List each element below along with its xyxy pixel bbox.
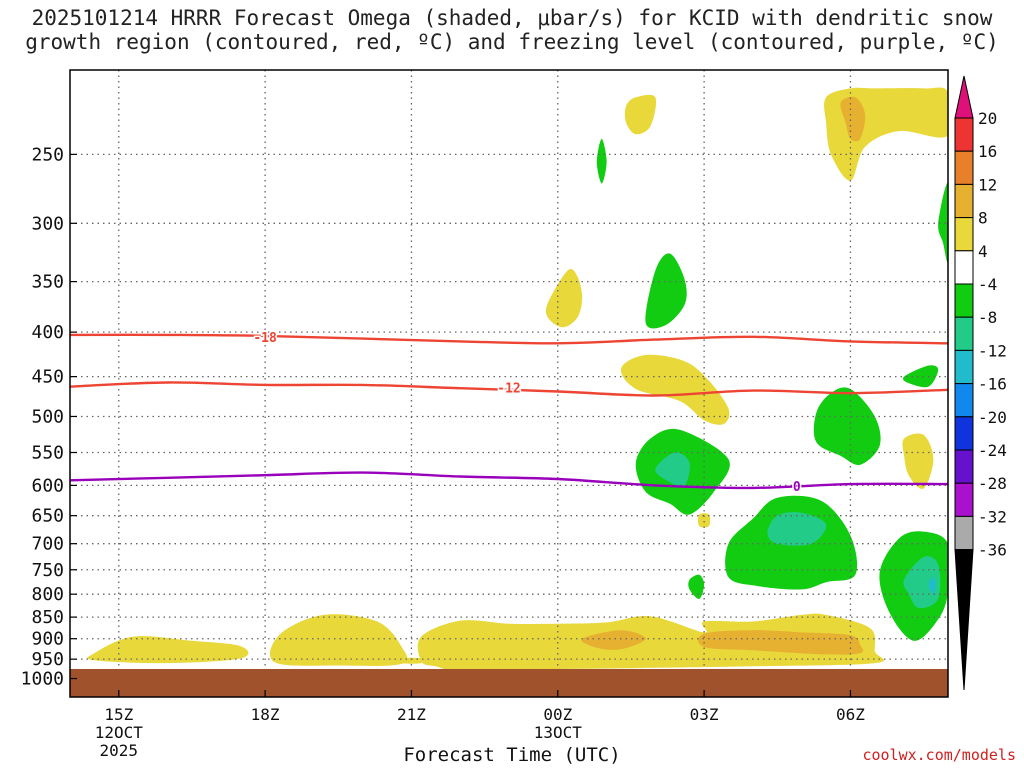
colorbar-bin (954, 383, 974, 418)
y-tick-label: 900 (31, 629, 64, 650)
colorbar-label: -12 (978, 341, 1007, 360)
omega-region (645, 253, 687, 329)
omega-region (767, 512, 827, 546)
colorbar-label: -28 (978, 474, 1007, 493)
plot-frame (69, 69, 949, 698)
colorbar-bin (954, 515, 974, 551)
omega-region (620, 354, 730, 425)
colorbar-label: -4 (978, 275, 997, 294)
omega-region (581, 630, 646, 650)
colorbar-label: -8 (978, 308, 997, 327)
y-tick-label: 550 (31, 443, 64, 464)
x-tick-label: 12OCT (95, 723, 144, 742)
x-tick-label: 00Z (543, 705, 572, 724)
y-tick-label: 600 (31, 475, 64, 496)
x-axis-label: Forecast Time (UTC) (403, 744, 621, 766)
isotherm-line (70, 333, 948, 345)
omega-region (545, 268, 583, 328)
colorbar-label: -36 (978, 541, 1007, 560)
x-tick-label: 03Z (690, 705, 719, 724)
omega-region (624, 94, 657, 135)
isotherm-labels: -18 -12 0 (252, 329, 803, 496)
colorbar-bin (954, 250, 974, 285)
isotherm-label: -18 (253, 331, 277, 346)
omega-region (902, 365, 939, 388)
x-tick-label: 18Z (251, 705, 280, 724)
colorbar-bin (954, 150, 974, 185)
omega-region (902, 433, 934, 489)
y-tick-label: 500 (31, 406, 64, 427)
isotherm-contours (70, 333, 948, 490)
colorbar-bin (954, 316, 974, 351)
x-tick-label: 06Z (836, 705, 865, 724)
isotherm-line (70, 471, 948, 490)
omega-region (87, 636, 249, 664)
omega-region (596, 138, 607, 184)
colorbar-label: 16 (978, 142, 997, 161)
omega-shaded-regions (87, 87, 948, 671)
y-axis-ticks: 2503003504004505005506006507007508008509… (21, 144, 77, 690)
y-tick-label: 950 (31, 649, 64, 670)
y-tick-label: 850 (31, 607, 64, 628)
omega-region (938, 183, 948, 262)
colorbar-label: -32 (978, 507, 1007, 526)
chart-title: 2025101214 HRRR Forecast Omega (shaded, … (25, 6, 999, 54)
colorbar-bin (954, 482, 974, 517)
colorbar-label: -24 (978, 441, 1007, 460)
isotherm-label: -12 (497, 381, 520, 396)
y-tick-label: 300 (31, 213, 64, 234)
colorbar-label: 12 (978, 175, 997, 194)
y-tick-label: 650 (31, 506, 64, 527)
x-tick-label: 21Z (397, 705, 426, 724)
colorbar-bin (954, 416, 974, 451)
x-tick-label: 15Z (104, 705, 133, 724)
y-tick-label: 250 (31, 144, 64, 165)
y-tick-label: 400 (31, 322, 64, 343)
isotherm-label: 0 (793, 480, 801, 495)
y-tick-label: 450 (31, 367, 64, 388)
y-tick-label: 750 (31, 560, 64, 581)
omega-region (813, 387, 881, 465)
credit-link[interactable]: coolwx.com/models (862, 746, 1016, 764)
omega-region (698, 630, 864, 655)
colorbar-label: 20 (978, 109, 997, 128)
omega-region (928, 577, 936, 595)
colorbar-bin (954, 117, 974, 152)
colorbar-label: -16 (978, 375, 1007, 394)
x-tick-label: 13OCT (534, 723, 583, 742)
colorbar-bin (954, 183, 974, 219)
colorbar-bin (954, 217, 974, 252)
colorbar-label: 4 (978, 242, 988, 261)
colorbar: 20 16 12 8 4 -4 -8 -12 -16 -20 -24 -28 -32 -36 (954, 75, 1007, 691)
x-tick-label: 2025 (100, 741, 139, 760)
omega-region (655, 452, 690, 487)
colorbar-label: 8 (978, 209, 988, 228)
colorbar-label: -20 (978, 408, 1007, 427)
y-tick-label: 800 (31, 584, 64, 605)
y-tick-label: 1000 (21, 669, 64, 690)
colorbar-bin (954, 349, 974, 385)
omega-region (417, 613, 885, 671)
omega-region (269, 614, 408, 666)
colorbar-bottom-arrow (954, 549, 974, 691)
colorbar-top-arrow (954, 75, 974, 119)
isotherm-line (70, 381, 948, 397)
colorbar-bin (954, 283, 974, 318)
surface-ground (70, 668, 948, 697)
omega-region (698, 513, 711, 528)
colorbar-bin (954, 449, 974, 484)
y-tick-label: 700 (31, 534, 64, 555)
omega-region (688, 574, 705, 599)
y-tick-label: 350 (31, 272, 64, 293)
omega-region (840, 96, 866, 142)
